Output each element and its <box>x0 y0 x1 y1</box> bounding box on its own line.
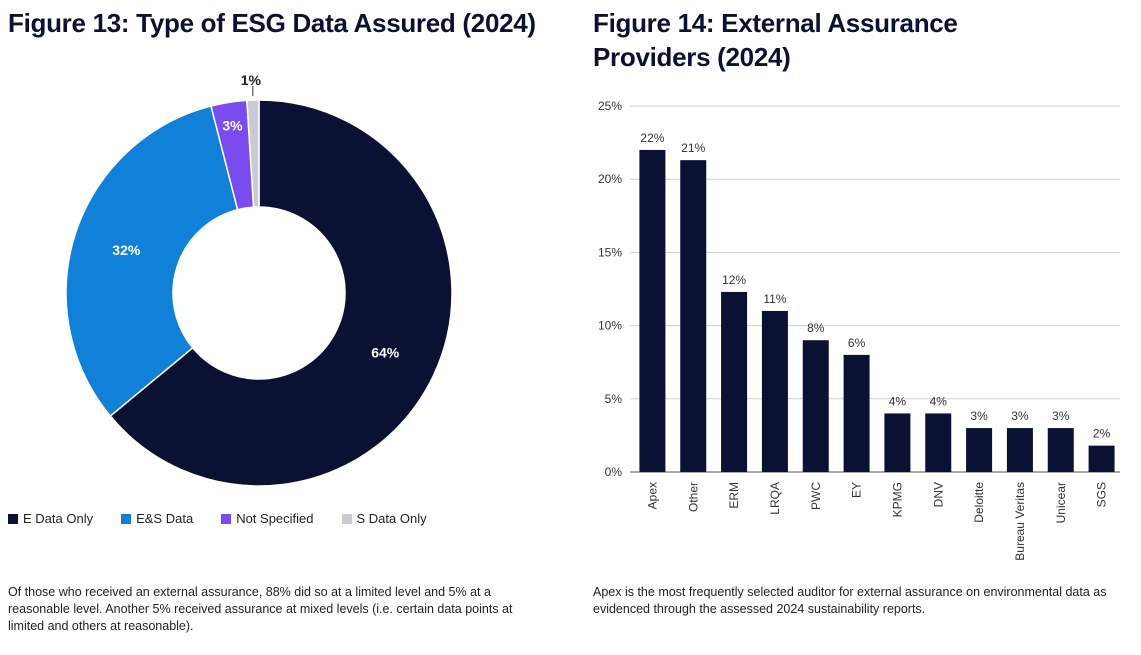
legend-swatch <box>121 513 132 524</box>
bar-data-label: 22% <box>640 131 664 145</box>
bar <box>925 413 952 472</box>
donut-data-label: 1% <box>241 72 262 88</box>
legend-swatch <box>221 513 232 524</box>
x-tick-label: PWC <box>809 482 823 510</box>
bar-chart: 0% 5% 10% 15% 20% 25% 22% Apex 21% Other 12% ERM 11%… <box>585 95 1141 580</box>
bar-chart-svg: 0% 5% 10% 15% 20% 25% 22% Apex 21% Other 12% ERM 11%… <box>598 99 1120 561</box>
y-tick-label: 15% <box>598 245 622 259</box>
x-tick-label: EY <box>850 482 864 498</box>
x-tick-label: ERM <box>727 482 741 509</box>
figure13-title: Figure 13: Type of ESG Data Assured (202… <box>8 8 536 38</box>
legend-swatch <box>341 513 352 524</box>
donut-legend: E Data Only E&S Data Not Specified S Dat… <box>8 511 455 526</box>
x-tick-label: Other <box>686 482 700 512</box>
donut-slice <box>246 99 260 208</box>
bar <box>843 354 870 472</box>
x-tick-label: Unicear <box>1054 482 1068 523</box>
donut-data-label: 3% <box>222 118 243 134</box>
bar <box>884 413 911 472</box>
bar <box>966 428 993 472</box>
bar <box>1088 445 1115 472</box>
legend-item-e-data-only: E Data Only <box>8 511 93 526</box>
x-tick-label: Deloitte <box>972 482 986 523</box>
x-tick-label: LRQA <box>768 482 782 515</box>
donut-slice <box>65 105 239 418</box>
x-tick-label: Apex <box>645 482 659 509</box>
legend-item-es-data: E&S Data <box>121 511 193 526</box>
figure14-title: Figure 14: External Assurance Providers … <box>593 8 958 72</box>
bar-data-label: 12% <box>722 273 746 287</box>
bar-data-label: 6% <box>848 336 866 350</box>
bar <box>721 291 748 472</box>
legend-label: E&S Data <box>136 511 194 526</box>
donut-data-label: 32% <box>112 242 141 258</box>
legend-label: E Data Only <box>23 511 94 526</box>
bar-data-label: 4% <box>930 394 948 408</box>
bar <box>761 310 788 472</box>
legend-item-not-specified: Not Specified <box>221 511 314 526</box>
bar <box>1047 428 1074 472</box>
bar-data-label: 4% <box>889 394 907 408</box>
bar-data-label: 3% <box>1052 409 1070 423</box>
donut-chart: 64% 32% 3% 1% <box>0 70 520 500</box>
bar <box>1006 428 1033 472</box>
figure13-note: Of those who received an external assura… <box>8 585 513 633</box>
donut-slice <box>109 99 453 487</box>
x-tick-label: DNV <box>931 482 945 507</box>
bar-data-label: 3% <box>1011 409 1029 423</box>
x-tick-label: SGS <box>1095 482 1109 507</box>
donut-data-label: 64% <box>371 344 400 360</box>
x-tick-label: KPMG <box>890 482 904 517</box>
legend-swatch <box>8 513 18 524</box>
legend-item-s-data-only: S Data Only <box>341 511 427 526</box>
legend-label: S Data Only <box>356 511 427 526</box>
y-tick-label: 25% <box>598 99 622 113</box>
bar <box>802 340 829 472</box>
figure14-note: Apex is the most frequently selected aud… <box>593 585 1107 616</box>
y-tick-label: 0% <box>605 465 623 479</box>
legend-label: Not Specified <box>236 511 314 526</box>
y-tick-label: 10% <box>598 319 622 333</box>
bar <box>639 149 666 473</box>
bar-data-label: 11% <box>763 292 786 306</box>
bar-data-label: 8% <box>807 321 825 335</box>
x-tick-label: Bureau Veritas <box>1013 482 1027 561</box>
y-tick-label: 20% <box>598 172 622 186</box>
y-tick-label: 5% <box>605 392 623 406</box>
bar <box>680 160 707 472</box>
bar-data-label: 21% <box>681 141 705 155</box>
bar-data-label: 2% <box>1093 427 1111 441</box>
bar-data-label: 3% <box>970 409 988 423</box>
donut-chart-svg: 64% 32% 3% 1% <box>65 72 453 487</box>
